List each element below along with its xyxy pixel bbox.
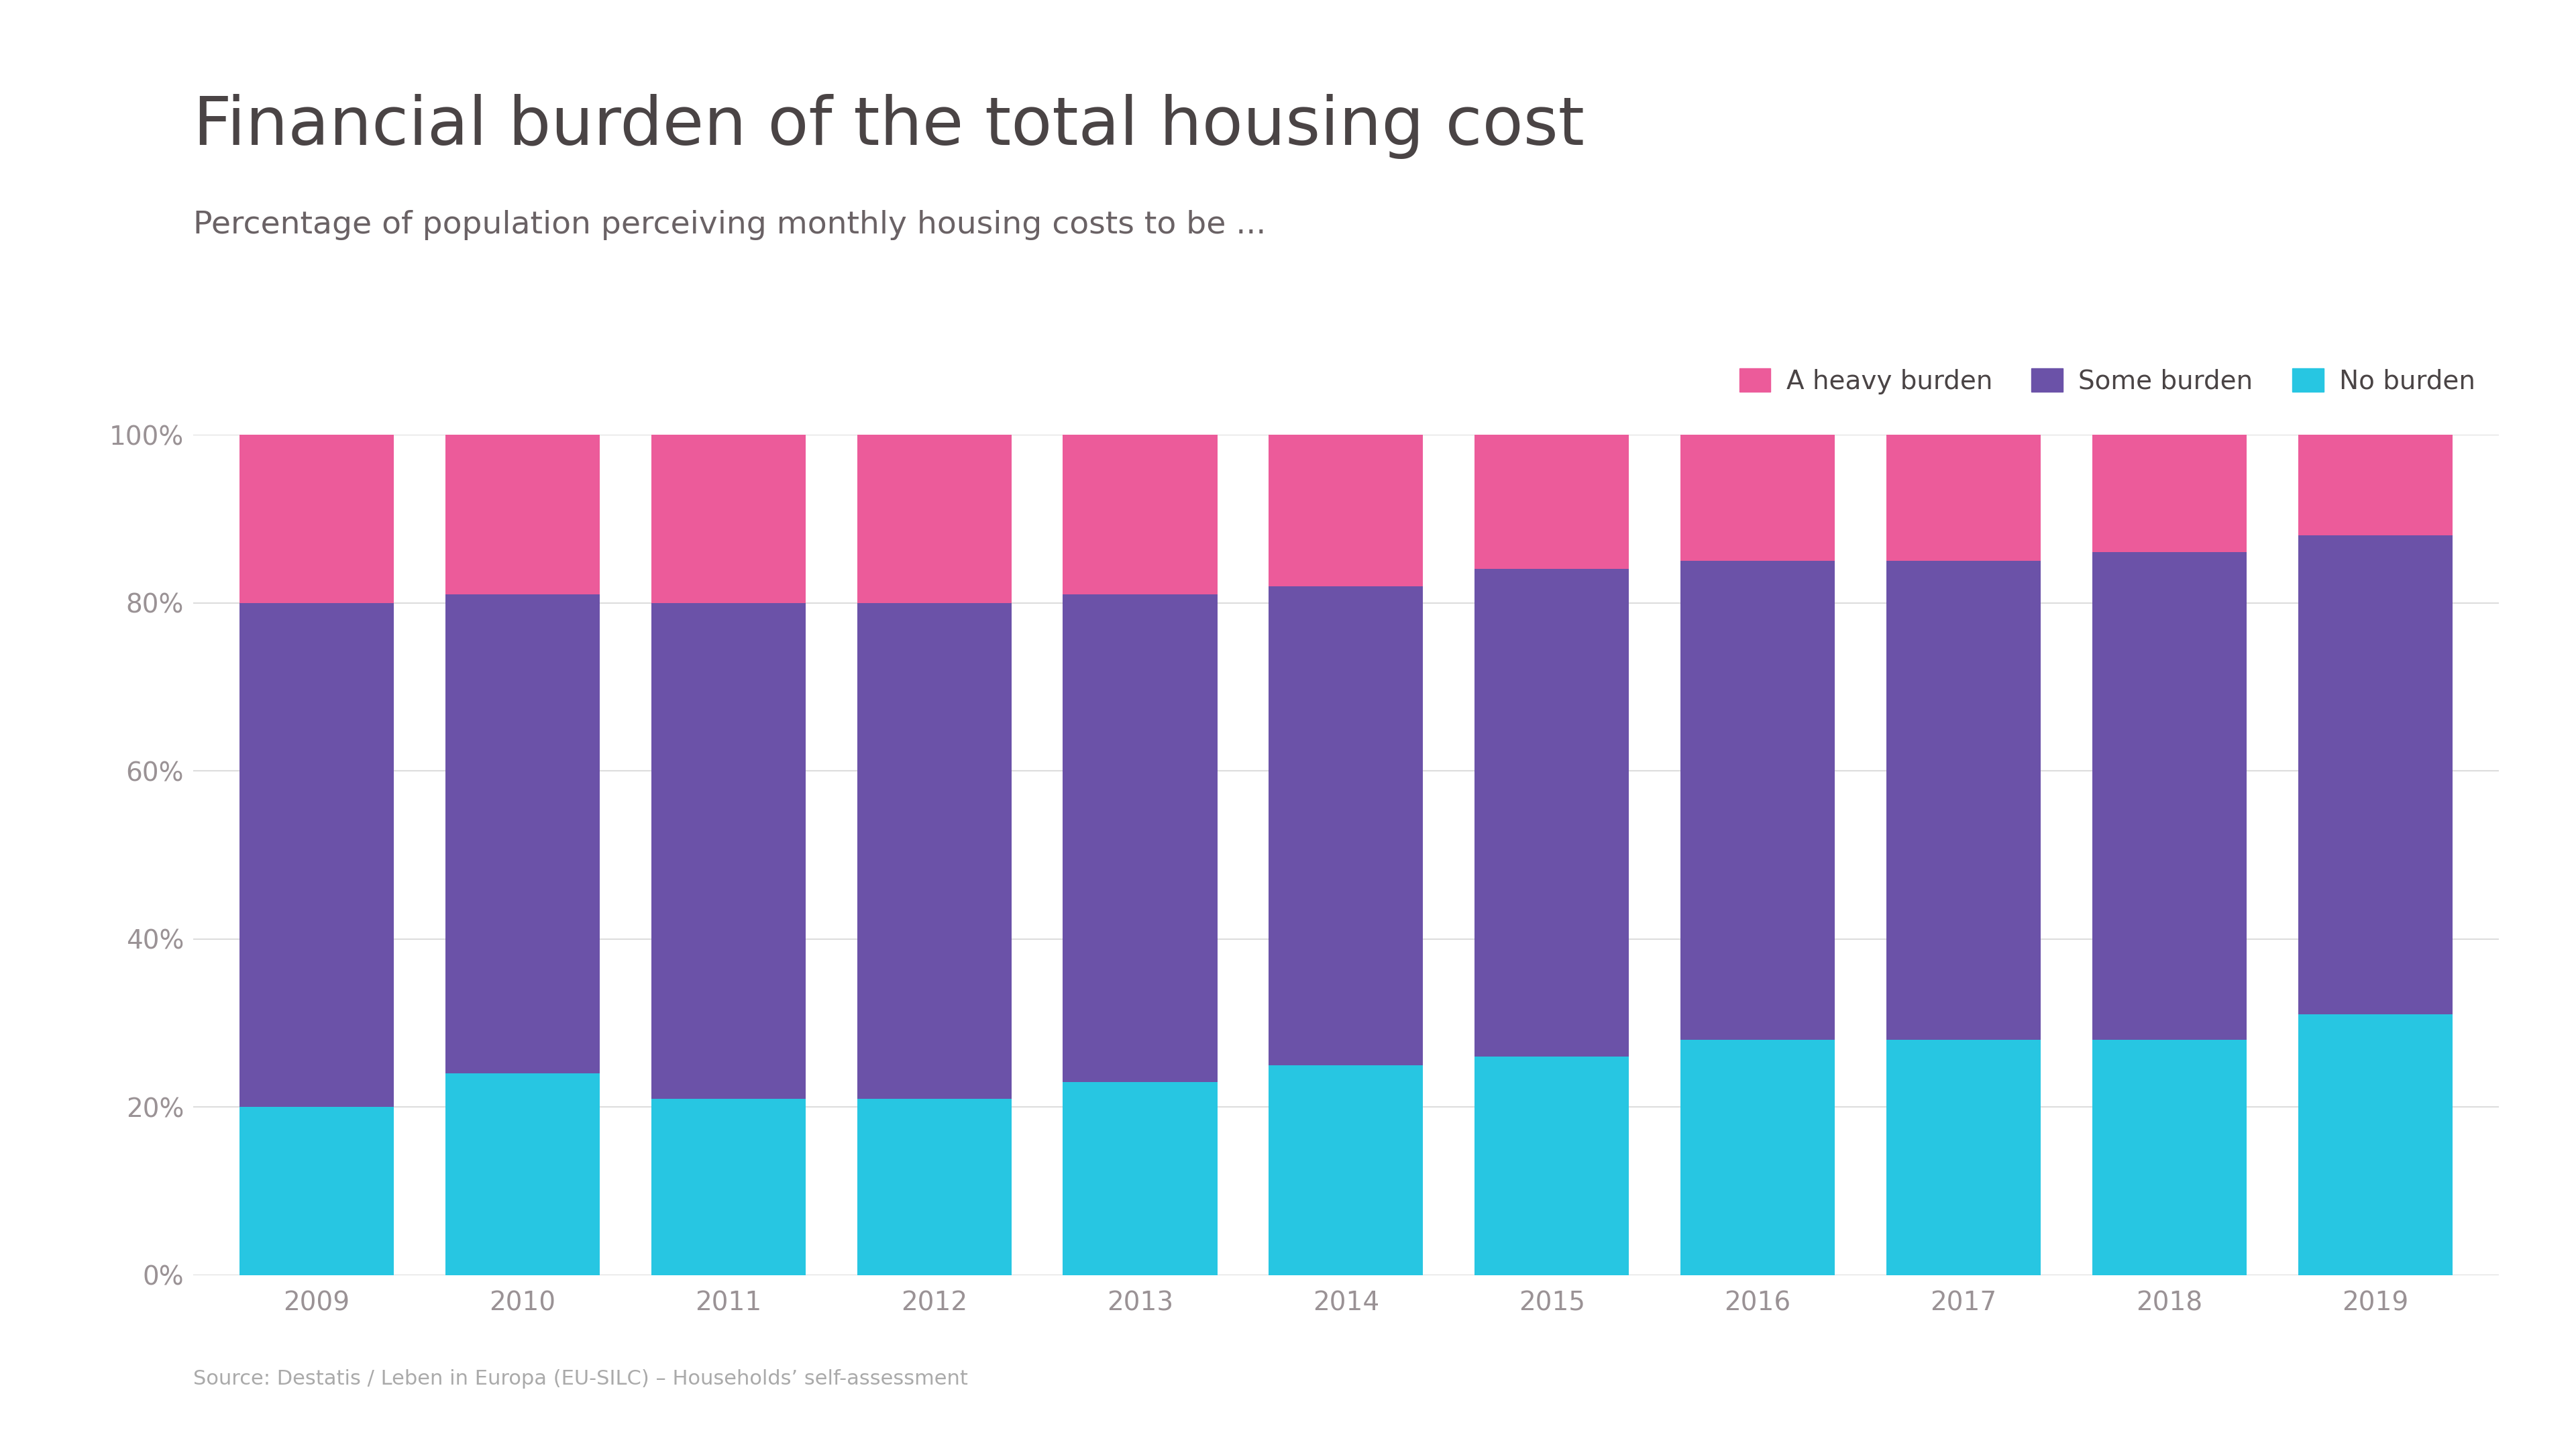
Bar — [446, 435, 600, 594]
Bar — [2298, 536, 2452, 1014]
Bar — [240, 1107, 394, 1275]
Bar — [240, 603, 394, 1107]
Text: Financial burden of the total housing cost: Financial burden of the total housing co… — [193, 94, 1584, 159]
Bar — [1886, 435, 2040, 561]
Bar — [652, 603, 806, 1098]
Bar — [2298, 435, 2452, 536]
Bar — [1680, 1040, 1834, 1275]
Bar — [1270, 435, 1422, 585]
Bar — [1064, 594, 1218, 1082]
Bar — [2298, 1014, 2452, 1275]
Bar — [2092, 1040, 2246, 1275]
Bar — [652, 1098, 806, 1275]
Bar — [446, 1074, 600, 1275]
Bar — [1270, 1065, 1422, 1275]
Bar — [858, 603, 1012, 1098]
Text: Percentage of population perceiving monthly housing costs to be ...: Percentage of population perceiving mont… — [193, 210, 1267, 241]
Bar — [1680, 561, 1834, 1040]
Bar — [2092, 552, 2246, 1040]
Bar — [858, 1098, 1012, 1275]
Bar — [240, 435, 394, 603]
Bar — [1886, 561, 2040, 1040]
Bar — [1064, 1082, 1218, 1275]
Bar — [1473, 435, 1628, 569]
Bar — [1473, 1056, 1628, 1275]
Bar — [1473, 569, 1628, 1056]
Bar — [1680, 435, 1834, 561]
Bar — [1886, 1040, 2040, 1275]
Bar — [446, 594, 600, 1074]
Legend: A heavy burden, Some burden, No burden: A heavy burden, Some burden, No burden — [1728, 358, 2486, 404]
Bar — [1064, 435, 1218, 594]
Bar — [652, 435, 806, 603]
Bar — [1270, 585, 1422, 1065]
Bar — [2092, 435, 2246, 552]
Bar — [858, 435, 1012, 603]
Text: Source: Destatis / Leben in Europa (EU-SILC) – Households’ self-assessment: Source: Destatis / Leben in Europa (EU-S… — [193, 1369, 969, 1388]
